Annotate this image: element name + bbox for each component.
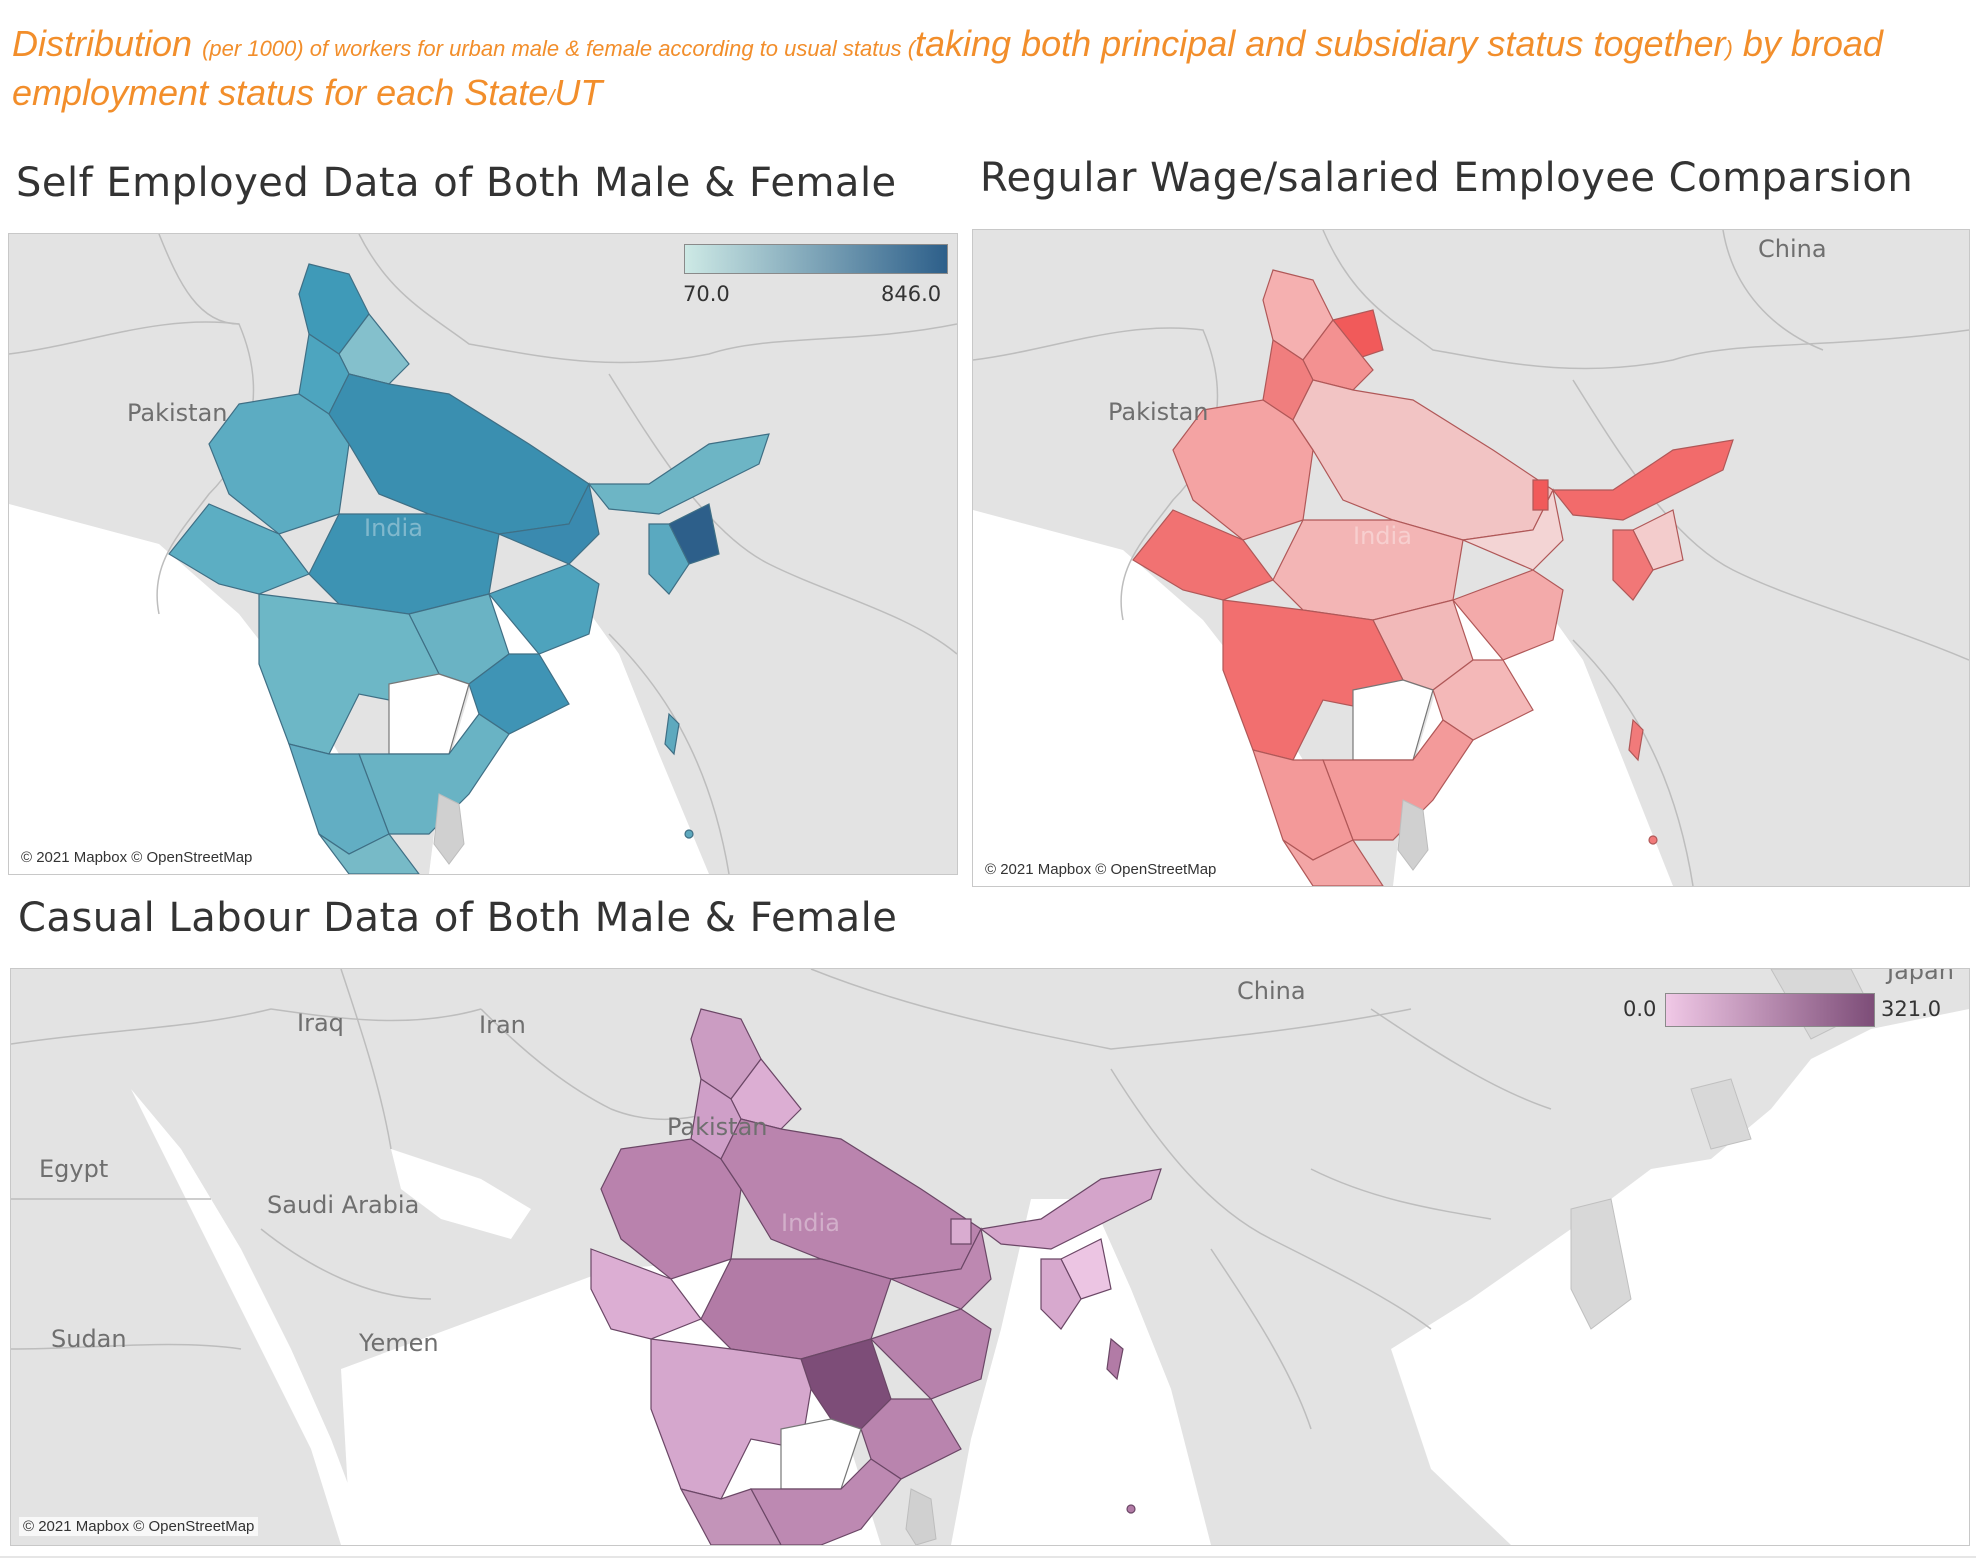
casual-labour-attribution[interactable]: © 2021 Mapbox © OpenStreetMap bbox=[19, 1517, 259, 1536]
region-south bbox=[1282, 839, 1384, 886]
region-andaman bbox=[1628, 718, 1644, 762]
region-bihar bbox=[496, 482, 600, 565]
red-sea bbox=[131, 1089, 371, 1545]
self-employed-map[interactable]: Pakistan India 70.0 846.0 © 2021 Mapbox … bbox=[8, 233, 958, 875]
sri-lanka bbox=[1397, 799, 1429, 871]
bay-of-bengal bbox=[951, 1199, 1211, 1545]
label-japan: Japan bbox=[1887, 968, 1954, 985]
self-employed-legend-max: 846.0 bbox=[881, 282, 942, 306]
casual-labour-legend-min: 0.0 bbox=[1623, 997, 1657, 1021]
region-andaman bbox=[664, 712, 680, 756]
region-south bbox=[318, 833, 420, 874]
label-iran: Iran bbox=[479, 1011, 526, 1039]
india-states bbox=[168, 263, 770, 874]
region-wb bbox=[1451, 569, 1564, 661]
self-employed-attribution[interactable]: © 2021 Mapbox © OpenStreetMap bbox=[17, 848, 257, 867]
region-assam bbox=[979, 1168, 1162, 1250]
region-maharashtra bbox=[650, 1338, 812, 1500]
region-telangana-gap bbox=[388, 673, 470, 755]
label-india: India bbox=[1353, 522, 1412, 550]
casual-labour-legend-max: 321.0 bbox=[1881, 997, 1942, 1021]
label-egypt: Egypt bbox=[39, 1155, 109, 1183]
region-maharashtra bbox=[1222, 599, 1404, 761]
region-nicobar bbox=[684, 829, 694, 839]
label-china: China bbox=[1758, 235, 1827, 263]
sri-lanka bbox=[433, 793, 465, 865]
dashboard-title: Distribution (per 1000) of workers for u… bbox=[12, 23, 1883, 113]
sri-lanka bbox=[905, 1488, 937, 1545]
region-jharkhand-wb bbox=[487, 563, 600, 655]
label-pakistan: Pakistan bbox=[127, 399, 228, 427]
country-borders bbox=[973, 230, 1969, 886]
self-employed-title: Self Employed Data of Both Male & Female bbox=[16, 160, 897, 206]
region-sikkim bbox=[950, 1218, 972, 1245]
region-assam bbox=[587, 433, 770, 515]
regular-wage-map-svg bbox=[973, 230, 1969, 886]
label-sudan: Sudan bbox=[51, 1325, 127, 1353]
label-saudi-arabia: Saudi Arabia bbox=[267, 1191, 420, 1219]
label-iraq: Iraq bbox=[297, 1009, 344, 1037]
pacific bbox=[1391, 1009, 1969, 1545]
label-pakistan: Pakistan bbox=[1108, 398, 1209, 426]
label-india: India bbox=[364, 514, 423, 542]
label-yemen: Yemen bbox=[359, 1329, 439, 1357]
india-states bbox=[590, 1008, 1162, 1545]
self-employed-map-svg bbox=[9, 234, 957, 874]
region-telangana-gap bbox=[1352, 679, 1434, 761]
region-telangana-gap bbox=[780, 1418, 862, 1490]
region-nicobar bbox=[1648, 835, 1658, 845]
regular-wage-title: Regular Wage/salaried Employee Comparsio… bbox=[980, 155, 1914, 201]
region-andaman bbox=[1106, 1337, 1124, 1381]
label-china: China bbox=[1237, 977, 1306, 1005]
region-up bbox=[720, 1118, 982, 1280]
region-bihar bbox=[888, 1227, 992, 1310]
casual-labour-legend-bar bbox=[1665, 993, 1875, 1027]
region-tripura bbox=[1040, 1258, 1082, 1330]
region-jharkhand-wb bbox=[869, 1308, 992, 1400]
region-rajasthan bbox=[600, 1138, 742, 1280]
region-bihar bbox=[1460, 488, 1564, 571]
region-arunachal bbox=[1551, 439, 1734, 521]
region-karnataka bbox=[679, 1488, 782, 1545]
region-andhra bbox=[1322, 719, 1474, 841]
region-up bbox=[328, 373, 590, 535]
regular-wage-map[interactable]: Pakistan China India © 2021 Mapbox © Ope… bbox=[972, 229, 1970, 887]
casual-labour-map[interactable]: Iraq Iran China Japan Pakistan Egypt Sau… bbox=[10, 968, 1970, 1546]
persian-gulf bbox=[391, 1149, 531, 1239]
philippines bbox=[1570, 1198, 1632, 1330]
bottom-divider bbox=[0, 1556, 1976, 1558]
region-andhra bbox=[358, 713, 510, 835]
self-employed-legend-min: 70.0 bbox=[683, 282, 730, 306]
region-up bbox=[1292, 379, 1554, 541]
india-states bbox=[1132, 269, 1734, 886]
region-andhra bbox=[749, 1458, 902, 1545]
label-india: India bbox=[781, 1209, 840, 1237]
region-mizoram bbox=[1612, 529, 1654, 601]
casual-labour-title: Casual Labour Data of Both Male & Female bbox=[18, 895, 898, 941]
region-maharashtra bbox=[258, 593, 440, 755]
self-employed-legend-bar bbox=[684, 244, 948, 274]
regular-wage-attribution[interactable]: © 2021 Mapbox © OpenStreetMap bbox=[981, 860, 1221, 879]
label-pakistan: Pakistan bbox=[667, 1113, 768, 1141]
region-nicobar bbox=[1126, 1504, 1136, 1514]
region-mizoram-tripura bbox=[648, 523, 690, 595]
casual-labour-map-svg bbox=[11, 969, 1969, 1545]
region-sikkim bbox=[1532, 479, 1549, 511]
taiwan bbox=[1690, 1078, 1752, 1150]
country-borders bbox=[9, 234, 957, 874]
